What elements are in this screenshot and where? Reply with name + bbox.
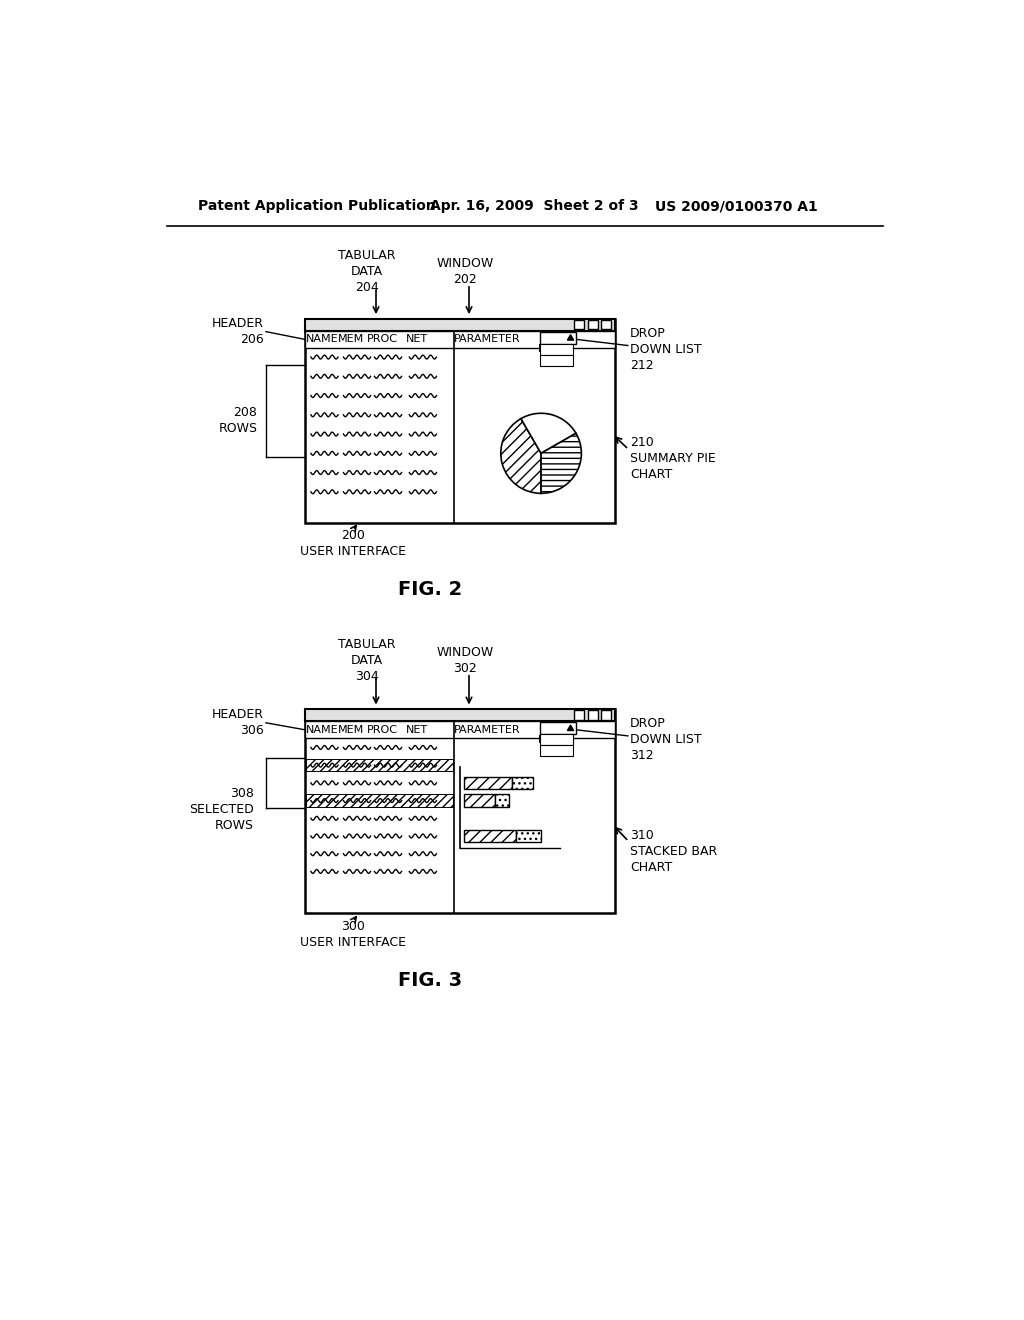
Text: NET: NET bbox=[406, 725, 428, 735]
Bar bbox=[601, 710, 611, 719]
Bar bbox=[601, 321, 611, 330]
Text: 300
USER INTERFACE: 300 USER INTERFACE bbox=[300, 920, 406, 949]
Text: Apr. 16, 2009  Sheet 2 of 3: Apr. 16, 2009 Sheet 2 of 3 bbox=[430, 199, 639, 213]
Bar bbox=[305, 709, 614, 913]
Text: 308
SELECTED
ROWS: 308 SELECTED ROWS bbox=[188, 787, 254, 832]
Text: MEM: MEM bbox=[540, 723, 564, 733]
Text: PROC: PROC bbox=[367, 334, 397, 345]
Text: PARAMETER: PARAMETER bbox=[454, 334, 520, 345]
Text: HEADER
306: HEADER 306 bbox=[212, 709, 263, 738]
Text: DROP
DOWN LIST
212: DROP DOWN LIST 212 bbox=[630, 327, 701, 372]
Bar bbox=[306, 759, 453, 771]
Polygon shape bbox=[567, 335, 573, 341]
Text: PROC: PROC bbox=[539, 735, 565, 744]
Text: US 2009/0100370 A1: US 2009/0100370 A1 bbox=[655, 199, 818, 213]
Text: NET: NET bbox=[406, 334, 428, 345]
Polygon shape bbox=[567, 725, 573, 730]
Text: WINDOW
202: WINDOW 202 bbox=[436, 257, 494, 286]
Bar bbox=[305, 318, 614, 523]
Text: TABULAR
DATA
304: TABULAR DATA 304 bbox=[338, 638, 395, 682]
Bar bbox=[540, 355, 572, 366]
Bar bbox=[588, 321, 598, 330]
Wedge shape bbox=[501, 418, 541, 494]
Bar bbox=[540, 734, 572, 744]
Text: PROC: PROC bbox=[367, 725, 397, 735]
Bar bbox=[540, 331, 575, 345]
Bar bbox=[305, 709, 614, 721]
Text: FIG. 3: FIG. 3 bbox=[398, 972, 462, 990]
Bar bbox=[464, 776, 512, 789]
Text: MEM: MEM bbox=[338, 334, 365, 345]
Text: NET: NET bbox=[543, 746, 561, 755]
Text: DROP
DOWN LIST
312: DROP DOWN LIST 312 bbox=[630, 717, 701, 762]
Text: MEM: MEM bbox=[540, 333, 564, 343]
Text: 210
SUMMARY PIE
CHART: 210 SUMMARY PIE CHART bbox=[630, 436, 716, 482]
Text: 310
STACKED BAR
CHART: 310 STACKED BAR CHART bbox=[630, 829, 718, 874]
Bar bbox=[495, 795, 509, 807]
Bar bbox=[516, 830, 541, 842]
Wedge shape bbox=[541, 433, 582, 494]
Bar bbox=[305, 331, 614, 348]
Bar bbox=[588, 710, 598, 719]
Bar bbox=[574, 321, 585, 330]
Text: NAME: NAME bbox=[305, 334, 338, 345]
Bar bbox=[540, 345, 572, 355]
Bar bbox=[574, 710, 585, 719]
Text: HEADER
206: HEADER 206 bbox=[212, 317, 263, 346]
Bar bbox=[305, 721, 614, 738]
Text: NET: NET bbox=[543, 355, 561, 366]
Text: WINDOW
302: WINDOW 302 bbox=[436, 645, 494, 675]
Bar bbox=[464, 795, 495, 807]
Bar bbox=[540, 744, 572, 756]
Text: PROC: PROC bbox=[539, 345, 565, 354]
Text: Patent Application Publication: Patent Application Publication bbox=[198, 199, 435, 213]
Bar bbox=[512, 776, 534, 789]
Bar bbox=[540, 722, 575, 734]
Bar bbox=[464, 830, 516, 842]
Text: MEM: MEM bbox=[338, 725, 365, 735]
Bar bbox=[305, 318, 614, 331]
Wedge shape bbox=[521, 413, 575, 453]
Bar bbox=[306, 795, 453, 807]
Text: FIG. 2: FIG. 2 bbox=[398, 579, 463, 599]
Text: 208
ROWS: 208 ROWS bbox=[218, 405, 257, 434]
Text: NAME: NAME bbox=[305, 725, 338, 735]
Text: PARAMETER: PARAMETER bbox=[454, 725, 520, 735]
Text: TABULAR
DATA
204: TABULAR DATA 204 bbox=[338, 249, 395, 294]
Text: 200
USER INTERFACE: 200 USER INTERFACE bbox=[300, 529, 406, 558]
